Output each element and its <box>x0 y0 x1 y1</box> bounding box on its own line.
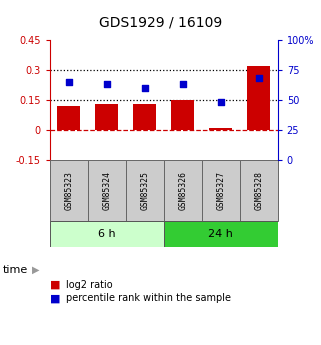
Text: time: time <box>3 265 29 275</box>
Text: log2 ratio: log2 ratio <box>66 280 112 289</box>
Bar <box>247 66 270 130</box>
Bar <box>126 160 164 220</box>
Bar <box>202 160 240 220</box>
Text: GSM85326: GSM85326 <box>178 171 187 210</box>
Text: ■: ■ <box>50 280 60 289</box>
Text: 6 h: 6 h <box>98 229 116 239</box>
Point <box>142 85 147 91</box>
Text: GDS1929 / 16109: GDS1929 / 16109 <box>99 16 222 30</box>
Point <box>104 81 109 87</box>
Bar <box>57 106 80 130</box>
Bar <box>164 220 278 247</box>
Bar <box>164 160 202 220</box>
Bar <box>171 100 194 130</box>
Text: GSM85323: GSM85323 <box>64 171 73 210</box>
Point <box>218 100 223 105</box>
Bar <box>133 104 156 130</box>
Point <box>256 76 261 81</box>
Point <box>66 79 71 85</box>
Text: ■: ■ <box>50 294 60 303</box>
Text: GSM85327: GSM85327 <box>216 171 225 210</box>
Text: GSM85325: GSM85325 <box>140 171 149 210</box>
Bar <box>95 104 118 130</box>
Bar <box>50 160 88 220</box>
Text: 24 h: 24 h <box>208 229 233 239</box>
Bar <box>209 128 232 130</box>
Text: ▶: ▶ <box>32 265 39 275</box>
Text: GSM85328: GSM85328 <box>254 171 263 210</box>
Point <box>180 81 185 87</box>
Bar <box>50 220 164 247</box>
Bar <box>88 160 126 220</box>
Text: GSM85324: GSM85324 <box>102 171 111 210</box>
Text: percentile rank within the sample: percentile rank within the sample <box>66 294 231 303</box>
Bar <box>240 160 278 220</box>
